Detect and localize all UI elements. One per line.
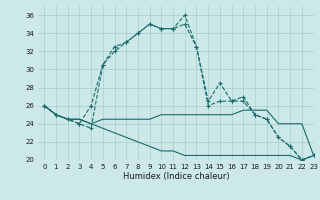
X-axis label: Humidex (Indice chaleur): Humidex (Indice chaleur)	[123, 172, 229, 181]
